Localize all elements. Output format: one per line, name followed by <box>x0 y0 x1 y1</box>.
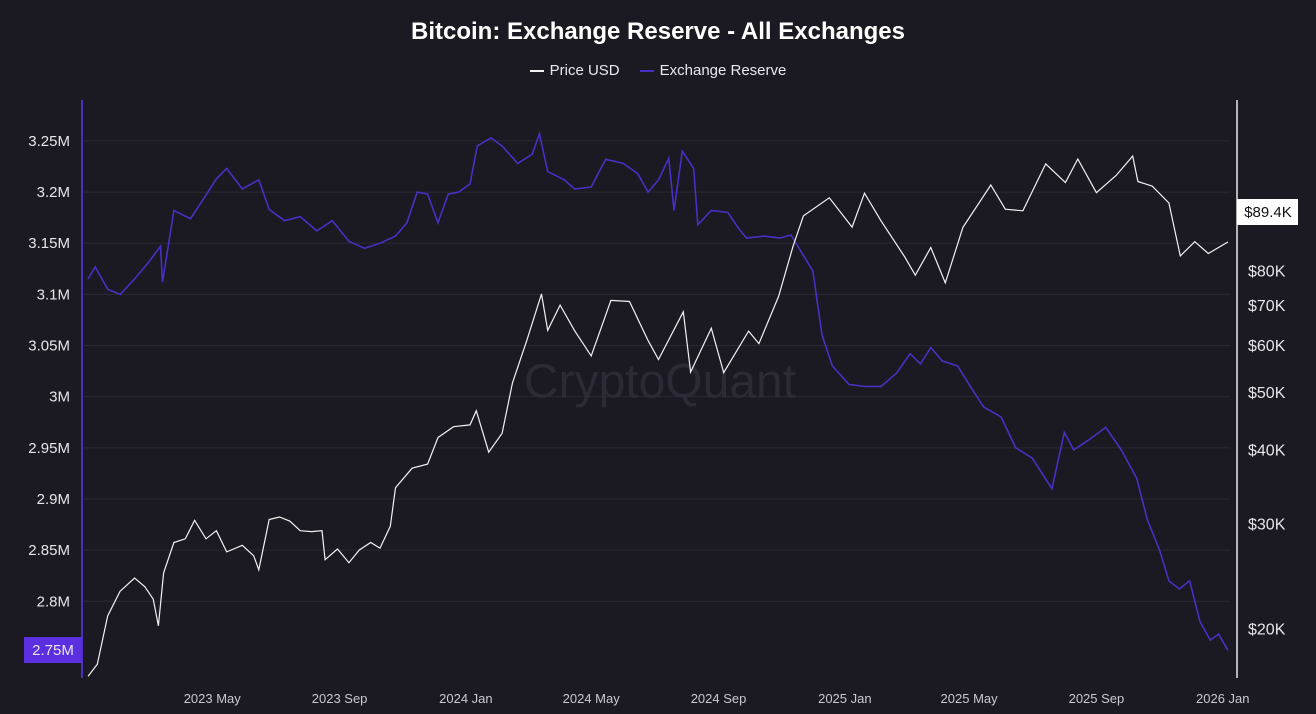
gridlines <box>84 140 1230 602</box>
left-tick-label: 2.85M <box>28 542 70 559</box>
left-tick-label: 3.1M <box>37 286 70 303</box>
left-current-value-badge <box>24 637 82 663</box>
legend-item-price[interactable]: Price USD <box>529 62 620 79</box>
right-tick-label: $80K <box>1248 264 1286 281</box>
left-tick-label: 2.9M <box>37 491 70 508</box>
right-current-value-label: $89.4K <box>1244 204 1292 221</box>
right-tick-label: $20K <box>1248 621 1286 638</box>
right-current-value-badge <box>1237 199 1298 225</box>
x-tick-label: 2023 May <box>184 691 242 706</box>
left-axis-ticks: 3.25M 3.2M 3.15M 3.1M 3.05M 3M 2.95M 2.9M 2.85M 2… <box>28 133 70 610</box>
right-tick-label: $50K <box>1248 385 1286 402</box>
chart-title: Bitcoin: Exchange Reserve - All Exchange… <box>411 18 905 45</box>
series-line-exchange-reserve[interactable] <box>87 130 1229 651</box>
x-tick-label: 2025 May <box>941 691 999 706</box>
left-tick-label: 3.25M <box>28 133 70 150</box>
left-tick-label: 2.8M <box>37 593 70 610</box>
right-tick-label: $70K <box>1248 298 1286 315</box>
legend-item-reserve[interactable]: Exchange Reserve <box>639 62 787 79</box>
right-tick-label: $40K <box>1248 443 1286 460</box>
legend-swatch-price <box>529 69 544 72</box>
left-tick-label: 3.2M <box>37 184 70 201</box>
left-tick-label: 3.05M <box>28 338 70 355</box>
right-tick-label: $30K <box>1248 517 1286 534</box>
right-axis-ticks: $100K$80K$70K$60K$50K$40K$30K$20K <box>1248 206 1295 638</box>
legend-label-reserve: Exchange Reserve <box>659 62 787 79</box>
x-axis-ticks: 2023 May 2023 Sep 2024 Jan 2024 May 2024 Sep… <box>184 691 1250 706</box>
left-tick-label: 2.95M <box>28 440 70 457</box>
watermark: CryptoQuant <box>524 356 796 409</box>
x-tick-label: 2026 Jan <box>1196 691 1250 706</box>
x-tick-label: 2024 Sep <box>691 691 747 706</box>
left-current-value-label: 2.75M <box>32 642 74 659</box>
left-tick-label: 3M <box>49 389 70 406</box>
x-tick-label: 2025 Sep <box>1069 691 1125 706</box>
series-line-price-usd[interactable] <box>87 154 1229 677</box>
x-tick-label: 2025 Jan <box>818 691 872 706</box>
legend-label-price: Price USD <box>549 62 620 79</box>
right-tick-label: $60K <box>1248 338 1286 355</box>
x-tick-label: 2023 Sep <box>312 691 368 706</box>
left-tick-label: 3.15M <box>28 235 70 252</box>
x-tick-label: 2024 May <box>563 691 621 706</box>
current-value-badges: 2.75M $89.4K <box>24 199 1298 663</box>
x-tick-label: 2024 Jan <box>439 691 493 706</box>
legend-swatch-reserve <box>639 69 654 72</box>
legend: Price USD Exchange Reserve <box>0 62 1316 79</box>
